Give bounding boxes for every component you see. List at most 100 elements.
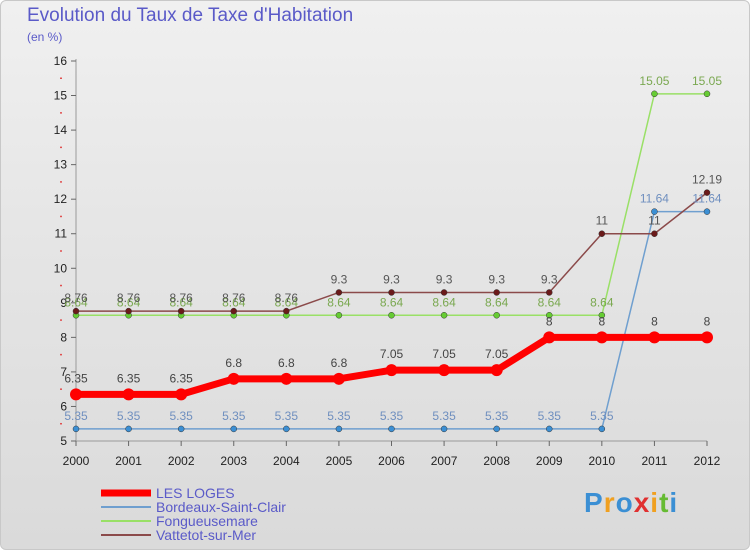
data-label: 12.19 — [692, 173, 722, 187]
data-label: 15.05 — [639, 74, 669, 88]
data-point — [493, 425, 500, 433]
data-point — [283, 425, 290, 433]
data-point — [388, 425, 395, 433]
data-label: 11 — [596, 214, 609, 228]
data-label: 11.64 — [692, 192, 721, 206]
data-label: 9.3 — [436, 272, 453, 286]
data-point — [493, 289, 500, 296]
data-label: 6.35 — [117, 371, 141, 385]
data-point — [70, 388, 82, 401]
data-label: 8.64 — [327, 295, 351, 309]
data-point — [385, 364, 398, 377]
x-tick-label: 2008 — [483, 454, 510, 468]
data-point — [335, 312, 343, 319]
data-label: 8.76 — [117, 291, 141, 305]
data-point — [703, 208, 711, 215]
data-label: 5.35 — [380, 409, 404, 423]
data-label: 6.8 — [331, 356, 348, 370]
data-point — [177, 425, 185, 433]
legend-label: Fongueusemare — [156, 513, 258, 529]
data-point — [388, 312, 395, 319]
data-point — [280, 372, 293, 385]
data-label: 9.3 — [383, 272, 400, 286]
data-label: 7.05 — [485, 347, 509, 361]
data-point — [651, 208, 658, 215]
data-point — [438, 364, 451, 377]
data-point — [546, 312, 553, 319]
data-label: 5.35 — [169, 409, 193, 423]
data-label: 8 — [704, 314, 711, 328]
y-tick-label: 7 — [60, 365, 67, 379]
chart-unit-label: (en %) — [27, 30, 63, 44]
data-label: 5.35 — [275, 409, 299, 423]
data-point — [543, 331, 556, 344]
x-tick-label: 2006 — [378, 454, 405, 468]
y-tick-label: 5 — [60, 434, 67, 448]
data-point — [122, 388, 135, 401]
data-point — [125, 425, 132, 433]
x-tick-label: 2012 — [694, 454, 721, 468]
data-point — [703, 189, 711, 196]
data-point — [440, 289, 448, 296]
x-tick-label: 2003 — [220, 454, 247, 468]
x-tick-label: 2009 — [536, 454, 563, 468]
legend-label: Bordeaux-Saint-Clair — [156, 499, 286, 515]
y-tick-label: 15 — [54, 89, 68, 103]
x-tick-label: 2001 — [115, 454, 142, 468]
chart-title: Evolution du Taux de Taxe d'Habitation — [27, 5, 354, 26]
data-label: 15.05 — [692, 74, 722, 88]
data-point — [72, 307, 80, 315]
data-label: 5.35 — [432, 409, 456, 423]
data-label: 9.3 — [331, 272, 348, 286]
data-label: 8.64 — [222, 295, 246, 309]
data-label: 5.35 — [327, 409, 351, 423]
x-tick-label: 2000 — [63, 454, 90, 468]
logo-letter: P — [584, 487, 604, 518]
data-point — [125, 307, 132, 315]
y-tick-label: 13 — [54, 158, 68, 172]
data-point — [230, 307, 237, 315]
data-point — [598, 230, 606, 237]
data-label: 5.35 — [590, 409, 614, 423]
data-point — [648, 331, 661, 344]
logo-letter: t — [659, 487, 670, 518]
data-label: 9.3 — [541, 272, 558, 286]
data-point — [335, 425, 343, 433]
data-point — [598, 312, 606, 319]
y-tick-label: 12 — [54, 192, 68, 206]
data-label: 5.35 — [117, 409, 141, 423]
data-label: 8 — [651, 314, 658, 328]
data-point — [595, 331, 608, 344]
data-label: 9.3 — [488, 272, 505, 286]
data-point — [651, 230, 658, 237]
data-label: 6.35 — [169, 371, 193, 385]
data-label: 5.35 — [538, 409, 562, 423]
data-label: 8 — [546, 314, 553, 328]
data-label: 6.35 — [64, 371, 88, 385]
data-label: 6.8 — [278, 356, 295, 370]
legend-label: LES LOGES — [156, 485, 235, 501]
data-point — [440, 312, 448, 319]
data-label: 11 — [648, 214, 661, 228]
data-point — [546, 425, 553, 433]
data-label: 5.35 — [222, 409, 246, 423]
proxiti-logo: Proxiti — [584, 487, 678, 519]
data-label: 8.64 — [64, 295, 88, 309]
y-tick-label: 16 — [54, 54, 68, 68]
y-tick-label: 9 — [60, 296, 67, 310]
y-tick-label: 11 — [55, 227, 68, 241]
data-label: 7.05 — [380, 347, 404, 361]
legend-label: Vattetot-sur-Mer — [156, 527, 256, 543]
data-point — [388, 289, 395, 296]
y-tick-label: 14 — [54, 123, 68, 137]
data-point — [335, 289, 343, 296]
data-point — [598, 425, 606, 433]
logo-letter: o — [615, 487, 634, 518]
data-label: 8.64 — [485, 295, 509, 309]
x-tick-label: 2010 — [588, 454, 615, 468]
data-label: 8.76 — [222, 291, 246, 305]
data-point — [175, 388, 188, 401]
y-tick-label: 8 — [60, 330, 67, 344]
